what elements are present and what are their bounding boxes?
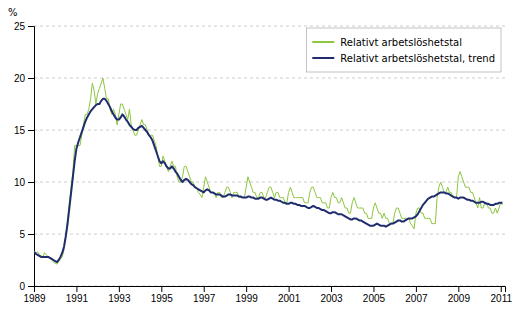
x-tick-label: 1991 <box>66 293 89 304</box>
x-tick: 1991 <box>66 286 89 304</box>
x-tick-label: 2005 <box>363 293 386 304</box>
legend-label: Relativt arbetslöshetstal <box>340 37 462 48</box>
legend-item: Relativt arbetslöshetstal, trend <box>312 53 495 64</box>
x-tick: 2007 <box>405 286 428 304</box>
series-line <box>34 99 503 262</box>
legend-label: Relativt arbetslöshetstal, trend <box>340 53 495 64</box>
x-axis-line <box>35 287 506 293</box>
y-tick: 5 <box>19 229 34 240</box>
x-tick-label: 2011 <box>490 293 512 304</box>
x-tick-mark <box>161 286 162 292</box>
y-tick-mark <box>28 26 34 27</box>
x-tick-mark <box>119 286 120 292</box>
x-tick: 1999 <box>236 286 259 304</box>
x-tick: 1989 <box>23 286 46 304</box>
y-tick-label: 25 <box>14 21 26 32</box>
x-tick: 2011 <box>490 286 512 304</box>
x-tick-label: 2001 <box>278 293 301 304</box>
y-axis-label: % <box>8 7 18 18</box>
x-tick-mark <box>289 286 290 292</box>
legend-item: Relativt arbetslöshetstal <box>312 37 462 48</box>
x-tick-mark <box>204 286 205 292</box>
x-tick: 2003 <box>320 286 343 304</box>
y-tick: 0 <box>19 281 34 292</box>
y-axis: 0 5 10 15 20 25 <box>14 21 35 292</box>
x-tick-mark <box>246 286 247 292</box>
y-tick-mark <box>28 286 34 287</box>
x-tick: 2009 <box>448 286 471 304</box>
y-tick-label: 0 <box>19 281 25 292</box>
x-tick: 2001 <box>278 286 301 304</box>
x-tick-label: 1997 <box>193 293 216 304</box>
x-tick: 1997 <box>193 286 216 304</box>
y-tick-mark <box>28 182 34 183</box>
legend-frame <box>306 28 501 72</box>
x-tick-mark <box>416 286 417 292</box>
x-tick-mark <box>501 286 502 292</box>
y-tick: 25 <box>14 21 34 32</box>
x-tick: 1993 <box>108 286 131 304</box>
series-line <box>34 78 503 264</box>
y-tick: 15 <box>14 125 34 136</box>
y-tick-mark <box>28 130 34 131</box>
grid-line <box>34 182 505 183</box>
y-tick-label: 10 <box>14 177 26 188</box>
legend-swatch <box>312 57 334 59</box>
y-tick-label: 5 <box>19 229 25 240</box>
x-tick-label: 1993 <box>108 293 131 304</box>
chart: 1989199119931995199719992001200320052007… <box>0 0 519 312</box>
grid-line <box>34 234 505 235</box>
x-tick: 1995 <box>151 286 174 304</box>
x-tick-mark <box>458 286 459 292</box>
grid-line <box>34 26 505 27</box>
legend-swatch <box>312 41 334 43</box>
grid <box>34 26 505 286</box>
y-tick-mark <box>28 234 34 235</box>
y-axis-line <box>28 27 35 287</box>
grid-line <box>34 78 505 79</box>
y-tick-mark <box>28 78 34 79</box>
x-axis: 1989 1991 1993 1995 1997 1999 2001 2003 2005 2007… <box>23 286 512 304</box>
y-tick: 10 <box>14 177 34 188</box>
x-tick-label: 2003 <box>320 293 343 304</box>
x-tick-label: 2007 <box>405 293 428 304</box>
x-tick: 2005 <box>363 286 386 304</box>
x-tick-label: 1989 <box>23 293 46 304</box>
y-tick-label: 20 <box>14 73 26 84</box>
x-tick-mark <box>76 286 77 292</box>
x-tick-label: 2009 <box>448 293 471 304</box>
x-tick-mark <box>331 286 332 292</box>
x-tick-label: 1999 <box>236 293 259 304</box>
y-tick: 20 <box>14 73 34 84</box>
legend: Relativt arbetslöshetstal Relativt arbets… <box>306 28 501 72</box>
plot-lines <box>34 78 503 264</box>
x-tick-label: 1995 <box>151 293 174 304</box>
x-tick-mark <box>373 286 374 292</box>
y-tick-label: 15 <box>14 125 26 136</box>
grid-line <box>34 130 505 131</box>
